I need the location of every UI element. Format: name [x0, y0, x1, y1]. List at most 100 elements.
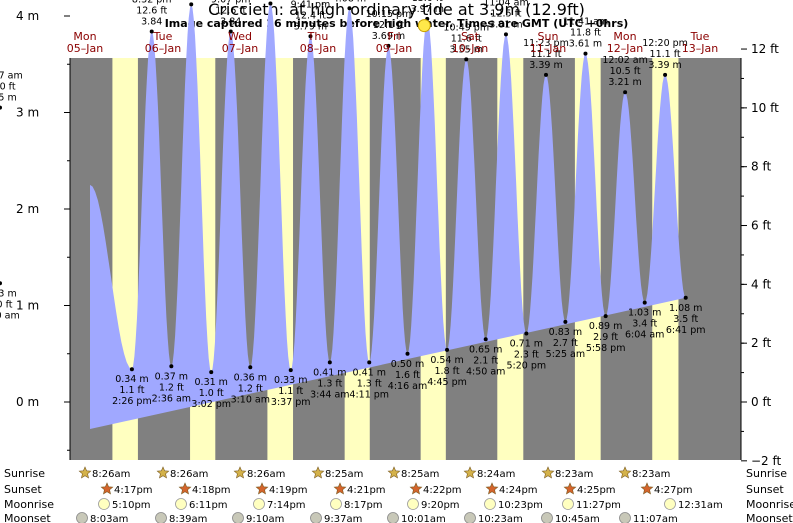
high-tide-feet: 10.0 ft	[0, 82, 16, 93]
high-tide-time: 12:02 am	[602, 55, 647, 66]
high-tide-metres: 3.39 m	[648, 60, 681, 71]
sunset-star-icon	[178, 482, 192, 495]
sunset-star-icon	[409, 482, 423, 495]
high-tide-point	[503, 32, 508, 37]
low-tide-point	[483, 337, 488, 342]
sunset-time: 4:22pm	[423, 485, 462, 496]
day-name: Fri	[387, 30, 400, 43]
left-tick-label: 4 m	[16, 9, 39, 23]
low-tide-time: 2:26 pm	[112, 396, 152, 407]
moonset-icon	[387, 512, 399, 523]
sunrise-time: 8:23am	[555, 469, 593, 480]
moonset-time: 10:01am	[401, 514, 446, 523]
sunrise-time: 8:25am	[401, 469, 439, 480]
high-tide-time: 8:32 pm	[132, 0, 172, 5]
moonrise-time: 12:31am	[678, 500, 723, 511]
high-tide-metres: 3.05 m	[0, 93, 17, 104]
right-tick-label: 4 ft	[751, 277, 771, 291]
low-tide-point	[563, 319, 568, 324]
right-tick-label: 0 ft	[751, 395, 771, 409]
sunrise-time: 8:24am	[477, 469, 515, 480]
moonrise-icon	[484, 498, 496, 510]
moonset-icon	[541, 512, 553, 523]
high-tide-point	[308, 34, 313, 39]
moonrise-icon	[175, 498, 187, 510]
sunrise-star-icon	[541, 466, 555, 479]
high-tide-feet: 12.4 ft	[295, 10, 326, 21]
day-date: 11–Jan	[530, 42, 566, 55]
sunrise-time: 8:26am	[92, 469, 130, 480]
moonrise-icon	[407, 498, 419, 510]
low-tide-point	[367, 360, 372, 365]
high-tide-feet: 12.5 ft	[490, 8, 521, 19]
moonset-time: 10:45am	[555, 514, 600, 523]
moonrise-time: 5:10pm	[112, 500, 151, 511]
tide-water-area	[90, 3, 686, 430]
sunset-star-icon	[333, 482, 347, 495]
low-tide-time: 4:50 am	[466, 366, 505, 377]
low-tide-metres: 0.54 m	[430, 355, 463, 366]
low-tide-time: 3:37 pm	[271, 397, 311, 408]
low-tide-feet: 1.0 ft	[199, 388, 224, 399]
low-tide-metres: 0.31 m	[195, 377, 228, 388]
low-tide-point	[169, 364, 174, 369]
moonrise-icon	[664, 498, 676, 510]
right-tick-label: 2 ft	[751, 336, 771, 350]
sunrise-star-icon	[311, 466, 325, 479]
moonset-time: 8:39am	[169, 514, 207, 523]
low-tide-feet: 1.8 ft	[435, 366, 460, 377]
low-tide-metres: 0.33 m	[274, 375, 307, 386]
day-date: 07–Jan	[222, 42, 258, 55]
sunset-time: 4:18pm	[192, 485, 231, 496]
low-tide-metres: 1.23 m	[0, 288, 17, 299]
low-tide-point	[445, 347, 450, 352]
high-tide-feet: 13.0 ft	[412, 0, 443, 4]
high-tide-point	[583, 51, 588, 56]
moonset-time: 9:37am	[324, 514, 362, 523]
sunrise-time: 8:26am	[170, 469, 208, 480]
low-tide-metres: 0.36 m	[234, 372, 267, 383]
sunrise-star-icon	[618, 466, 632, 479]
sunrise-row-label: Sunrise	[4, 467, 45, 480]
low-tide-point	[209, 370, 214, 375]
low-tide-time: 6:50 am	[0, 310, 20, 321]
sunset-star-icon	[255, 482, 269, 495]
low-tide-feet: 1.1 ft	[119, 385, 144, 396]
low-tide-point	[288, 368, 293, 373]
high-tide-metres: 3.97 m	[411, 4, 444, 15]
high-tide-feet: 11.1 ft	[530, 49, 561, 60]
sunset-time: 4:21pm	[347, 485, 386, 496]
sun-moon-rows: Sunrise Sunrise Sunset Sunset Moonrise Moonri…	[4, 466, 793, 523]
sunset-star-icon	[640, 482, 654, 495]
high-tide-metres: 3.79 m	[294, 21, 327, 32]
low-tide-feet: 1.2 ft	[159, 382, 184, 393]
low-tide-feet: 2.1 ft	[473, 355, 498, 366]
high-tide-feet: 12.6 ft	[215, 5, 246, 16]
low-tide-time: 5:20 pm	[507, 360, 547, 371]
low-tide-time: 2:36 am	[152, 393, 191, 404]
moonrise-time: 7:14pm	[267, 500, 306, 511]
high-tide-time: 10:15 pm	[366, 9, 412, 20]
low-tide-point	[603, 314, 608, 319]
low-tide-point	[327, 360, 332, 365]
left-tick-label: 2 m	[16, 202, 39, 216]
low-tide-point	[642, 300, 647, 305]
day-date: 05–Jan	[67, 42, 103, 55]
day-name: Sat	[461, 30, 480, 43]
day-name: Tue	[690, 30, 710, 43]
moonset-time: 10:23am	[478, 514, 523, 523]
low-tide-point	[129, 367, 134, 372]
low-tide-time: 4:45 pm	[427, 377, 467, 388]
sunrise-star-icon	[233, 466, 247, 479]
day-date: 12–Jan	[607, 42, 643, 55]
left-tick-label: 0 m	[16, 395, 39, 409]
low-tide-metres: 0.50 m	[391, 359, 424, 370]
moonrise-time: 9:20pm	[421, 500, 460, 511]
low-tide-metres: 1.03 m	[628, 308, 661, 319]
high-tide-metres: 3.81 m	[489, 19, 522, 30]
sunset-time: 4:24pm	[499, 485, 538, 496]
tide-area	[90, 3, 686, 430]
sunset-star-icon	[100, 482, 114, 495]
low-tide-feet: 2.9 ft	[593, 332, 618, 343]
sunrise-star-icon	[387, 466, 401, 479]
